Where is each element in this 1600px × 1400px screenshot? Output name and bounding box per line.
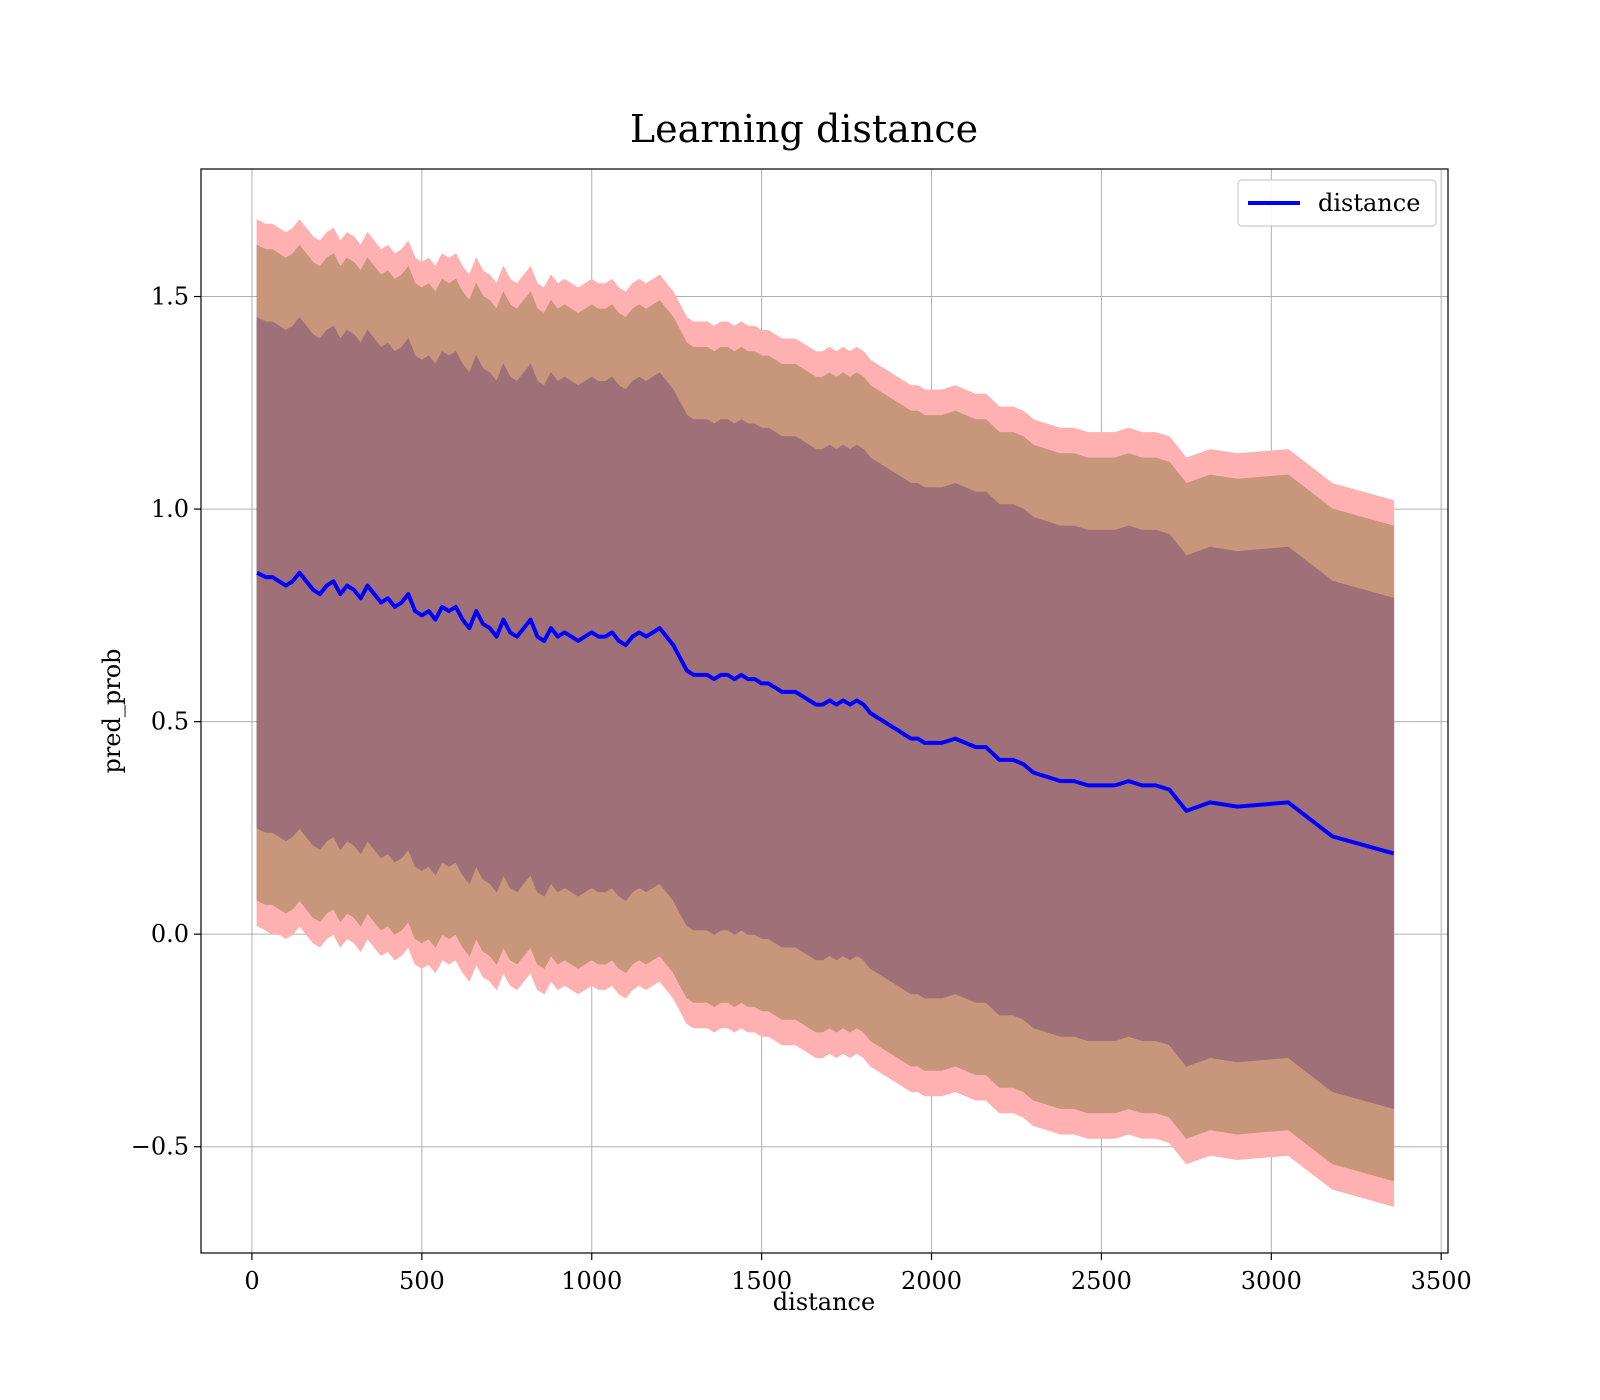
x-tick-label: 1000 [561, 1267, 622, 1295]
x-axis-label: distance [773, 1288, 875, 1316]
y-tick-label: −0.5 [131, 1133, 189, 1161]
x-axis-ticks: 0 500 1000 1500 2000 2500 3000 3500 [244, 1253, 1472, 1295]
y-tick-label: 1.0 [151, 495, 189, 523]
confidence-bands [256, 219, 1395, 1207]
x-tick-label: 500 [399, 1267, 445, 1295]
plot-frame [200, 168, 1449, 1254]
legend-box [1237, 179, 1437, 227]
y-axis-label: pred_prob [98, 648, 126, 773]
chart-title: Learning distance [630, 107, 978, 151]
band-inner [256, 316, 1395, 1110]
series-lines [256, 570, 1395, 856]
y-axis-ticks: −0.5 0.0 0.5 1.0 1.5 [131, 283, 201, 1161]
x-tick-label: 2500 [1071, 1267, 1132, 1295]
legend-label: distance [1318, 189, 1420, 217]
legend: distance [1237, 179, 1437, 227]
y-tick-label: 0.0 [151, 920, 189, 948]
x-tick-label: 2000 [901, 1267, 962, 1295]
x-tick-label: 1500 [731, 1267, 792, 1295]
y-tick-label: 1.5 [151, 283, 189, 311]
x-tick-label: 0 [244, 1267, 259, 1295]
y-tick-label: 0.5 [151, 708, 189, 736]
x-tick-label: 3500 [1411, 1267, 1472, 1295]
series-line-distance [256, 570, 1395, 856]
x-tick-label: 3000 [1241, 1267, 1302, 1295]
